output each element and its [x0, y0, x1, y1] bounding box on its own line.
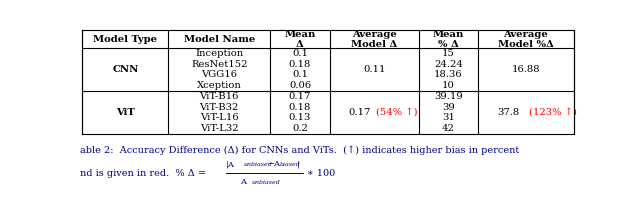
Text: 15: 15: [442, 49, 455, 58]
Text: 37.8: 37.8: [497, 108, 520, 117]
Text: unbiased: unbiased: [243, 162, 272, 167]
Text: 0.18: 0.18: [289, 60, 311, 69]
Text: Inception: Inception: [195, 49, 243, 58]
Text: 0.17: 0.17: [348, 108, 371, 117]
Text: 31: 31: [442, 113, 455, 122]
Text: nd is given in red.  % Δ =: nd is given in red. % Δ =: [80, 169, 209, 178]
Text: 39.19: 39.19: [434, 92, 463, 101]
Text: ViT-L16: ViT-L16: [200, 113, 239, 122]
Text: unbiased: unbiased: [251, 180, 280, 185]
Text: (54% ↑): (54% ↑): [376, 108, 417, 117]
Text: ViT-L32: ViT-L32: [200, 124, 239, 133]
Text: Xception: Xception: [197, 81, 242, 90]
Text: VGG16: VGG16: [201, 70, 237, 79]
Text: biased: biased: [280, 162, 300, 167]
Text: 42: 42: [442, 124, 455, 133]
Text: A: A: [240, 178, 246, 186]
Text: 0.1: 0.1: [292, 49, 308, 58]
Text: Average
Model Δ: Average Model Δ: [351, 30, 397, 49]
Text: 39: 39: [442, 102, 454, 112]
Text: ResNet152: ResNet152: [191, 60, 248, 69]
Text: 0.1: 0.1: [292, 70, 308, 79]
Text: able 2:  Accuracy Difference (Δ) for CNNs and ViTs.  (↑) indicates higher bias i: able 2: Accuracy Difference (Δ) for CNNs…: [80, 145, 519, 155]
Text: 10: 10: [442, 81, 455, 90]
Text: −A: −A: [268, 160, 280, 168]
Text: 0.18: 0.18: [289, 102, 311, 112]
Text: Average
Model %Δ: Average Model %Δ: [498, 30, 554, 49]
Text: 0.13: 0.13: [289, 113, 311, 122]
Text: 0.17: 0.17: [289, 92, 311, 101]
Text: (123% ↑): (123% ↑): [529, 108, 577, 117]
Text: Mean
% Δ: Mean % Δ: [433, 30, 464, 49]
Text: 24.24: 24.24: [434, 60, 463, 69]
Text: |A: |A: [227, 160, 235, 168]
Text: 0.06: 0.06: [289, 81, 311, 90]
Text: Mean
Δ: Mean Δ: [284, 30, 316, 49]
Text: 0.11: 0.11: [363, 65, 385, 74]
Text: Model Type: Model Type: [93, 35, 157, 44]
Text: Model Name: Model Name: [184, 35, 255, 44]
Text: CNN: CNN: [112, 65, 138, 74]
Text: 16.88: 16.88: [511, 65, 540, 74]
Text: |: |: [297, 160, 300, 168]
Text: ViT: ViT: [116, 108, 135, 117]
Text: 0.2: 0.2: [292, 124, 308, 133]
Text: ∗ 100: ∗ 100: [307, 169, 335, 178]
Text: 18.36: 18.36: [434, 70, 463, 79]
Text: ViT-B16: ViT-B16: [200, 92, 239, 101]
Text: ViT-B32: ViT-B32: [200, 102, 239, 112]
